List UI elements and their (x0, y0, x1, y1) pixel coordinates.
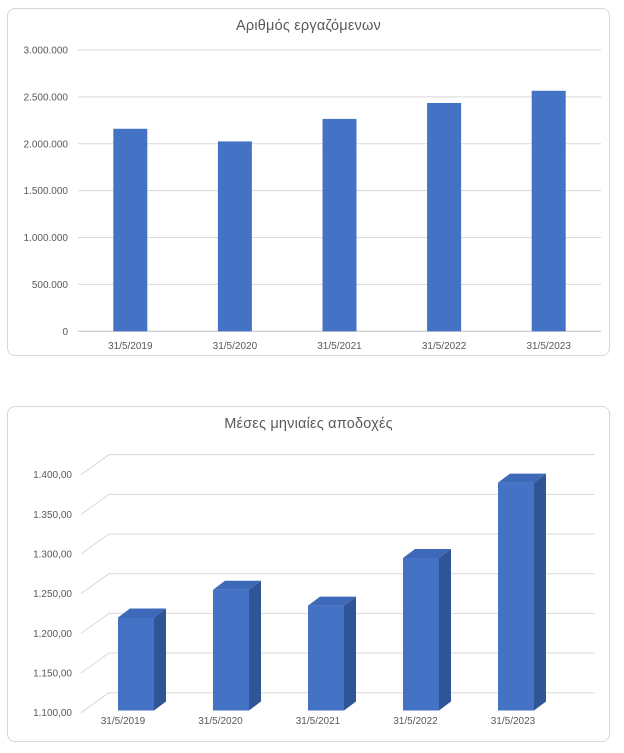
depth-gridline (80, 454, 110, 476)
y-tick-label: 1.100,00 (33, 708, 72, 719)
depth-gridline (80, 692, 110, 714)
bar (498, 482, 534, 711)
employees-chart-card: 0 500.000 1.000.000 1.500.000 2.000.000 2.500… (7, 8, 610, 356)
x-tick-label: 31/5/2019 (101, 716, 146, 727)
x-tick-label: 31/5/2020 (198, 716, 243, 727)
y-tick-label: 1.400,00 (33, 470, 72, 481)
bar (113, 128, 148, 332)
bar-side-face (344, 596, 356, 711)
y-tick-label: 2.000.000 (24, 139, 69, 150)
y-tick-label: 1.300,00 (33, 550, 72, 561)
y-tick-label: 1.150,00 (33, 669, 72, 680)
depth-gridline (80, 573, 110, 595)
x-tick-label: 31/5/2020 (213, 341, 258, 352)
bar-top-face (308, 596, 356, 606)
bar-top-face (498, 473, 546, 483)
bar-side-face (534, 473, 546, 711)
y-tick-label: 3.000.000 (24, 46, 69, 57)
x-tick-label: 31/5/2023 (491, 716, 536, 727)
bar (531, 90, 566, 332)
y-tick-label: 1.500.000 (24, 186, 69, 197)
bar-top-face (213, 580, 261, 590)
bar (322, 118, 357, 332)
bar (118, 617, 154, 711)
bar (427, 102, 462, 332)
x-tick-label: 31/5/2021 (296, 716, 341, 727)
x-tick-label: 31/5/2019 (108, 341, 153, 352)
bar-side-face (154, 608, 166, 711)
depth-gridline (80, 652, 110, 674)
y-tick-label: 2.500.000 (24, 92, 69, 103)
bar-side-face (249, 580, 261, 711)
bar (308, 605, 344, 711)
y-tick-label: 1.350,00 (33, 510, 72, 521)
y-tick-label: 0 (62, 327, 68, 338)
earnings-chart-title: Μέσες μηνιαίες αποδοχές (224, 416, 393, 432)
x-tick-label: 31/5/2023 (526, 341, 571, 352)
bar-top-face (118, 608, 166, 618)
bar-top-face (403, 548, 451, 558)
earnings-chart-card: 1.100,00 1.150,00 1.200,00 1.250,00 1.300,00… (7, 406, 610, 742)
y-tick-label: 500.000 (32, 280, 69, 291)
x-tick-label: 31/5/2021 (317, 341, 362, 352)
bar (403, 557, 439, 711)
bar (217, 141, 252, 332)
earnings-3d-bar-chart: 1.100,00 1.150,00 1.200,00 1.250,00 1.300,00… (33, 454, 595, 727)
bar (213, 589, 249, 711)
employees-chart-title: Αριθμός εργαζόμενων (236, 18, 381, 34)
depth-gridline (80, 493, 110, 515)
depth-gridline (80, 612, 110, 634)
y-tick-label: 1.000.000 (24, 233, 69, 244)
x-tick-label: 31/5/2022 (422, 341, 467, 352)
bar-side-face (439, 548, 451, 711)
employees-bar-chart: 0 500.000 1.000.000 1.500.000 2.000.000 2.500… (24, 46, 601, 352)
y-tick-label: 1.200,00 (33, 629, 72, 640)
depth-gridline (80, 533, 110, 555)
y-tick-label: 1.250,00 (33, 589, 72, 600)
x-tick-label: 31/5/2022 (393, 716, 438, 727)
